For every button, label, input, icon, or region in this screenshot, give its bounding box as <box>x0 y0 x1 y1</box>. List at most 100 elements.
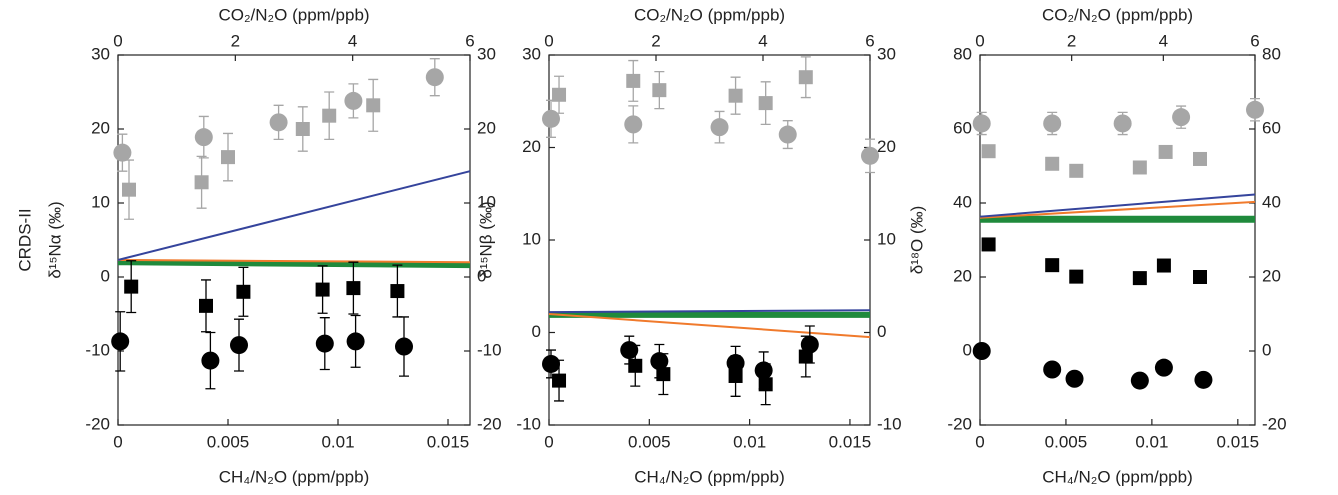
circle-point <box>778 125 797 144</box>
square-point <box>390 284 405 299</box>
y2-tick-label: 60 <box>1262 118 1281 137</box>
y-tick-label: 40 <box>953 192 972 211</box>
circle-point <box>111 332 130 351</box>
square-point <box>758 377 773 392</box>
y-tick-label: 0 <box>532 322 541 341</box>
circle-point <box>1130 371 1149 390</box>
y2-tick-label: 0 <box>1262 340 1271 359</box>
x2-axis-label: CO₂/N₂O (ppm/ppb) <box>634 5 785 24</box>
circle-point <box>230 336 248 355</box>
x2-tick-label: 0 <box>544 31 553 50</box>
x-tick-label: 0.005 <box>1045 432 1088 451</box>
circle-point <box>861 146 879 165</box>
square-point <box>981 237 996 252</box>
x2-tick-label: 2 <box>1067 31 1076 50</box>
y-tick-label: -20 <box>85 414 110 433</box>
square-point <box>552 87 567 102</box>
circle-point <box>542 109 561 128</box>
y2-tick-label: -20 <box>477 414 502 433</box>
x2-tick-label: 6 <box>465 31 474 50</box>
trend-line <box>548 309 871 314</box>
circle-point <box>1194 370 1213 389</box>
square-point <box>656 367 671 382</box>
y-tick-label: 80 <box>953 44 972 63</box>
circle-point <box>201 351 220 370</box>
circle-point <box>542 354 561 373</box>
circle-point <box>754 361 773 380</box>
circle-point <box>194 128 213 147</box>
circle-point <box>1154 358 1173 377</box>
circle-point <box>972 114 991 133</box>
y-tick-label: 10 <box>522 229 541 248</box>
square-point <box>798 349 813 364</box>
square-point <box>1069 163 1084 178</box>
y-tick-label: 30 <box>522 44 541 63</box>
trend-line <box>979 193 1256 218</box>
y2-tick-label: -10 <box>477 340 502 359</box>
y-tick-label: -10 <box>516 414 541 433</box>
circle-point <box>1113 114 1132 133</box>
square-point <box>1132 271 1147 286</box>
square-point <box>315 282 330 297</box>
x2-tick-label: 6 <box>865 31 874 50</box>
x-tick-label: 0.005 <box>207 432 250 451</box>
y-tick-label: 30 <box>91 44 110 63</box>
y-tick-label: 0 <box>101 266 110 285</box>
y-tick-label: 0 <box>963 340 972 359</box>
x2-axis-label: CO₂/N₂O (ppm/ppb) <box>218 5 369 24</box>
square-point <box>221 150 235 165</box>
square-point <box>728 368 743 383</box>
x-tick-label: 0.015 <box>427 432 470 451</box>
circle-point <box>624 115 643 134</box>
x-tick-label: 0.015 <box>1217 432 1260 451</box>
circle-point <box>1043 114 1062 133</box>
y-tick-label: -20 <box>947 414 972 433</box>
circle-point <box>315 334 334 353</box>
plot-frame <box>979 54 1256 426</box>
x-tick-label: 0.015 <box>829 432 872 451</box>
circle-point <box>1246 100 1264 119</box>
square-point <box>552 373 567 388</box>
x-axis-label: CH₄/N₂O (ppm/ppb) <box>219 467 370 486</box>
circle-point <box>1172 108 1191 127</box>
square-point <box>124 279 139 294</box>
square-point <box>346 281 361 296</box>
square-point <box>1158 144 1173 159</box>
x-axis-label: CH₄/N₂O (ppm/ppb) <box>634 467 785 486</box>
y2-tick-label: 30 <box>877 44 896 63</box>
x2-tick-label: 2 <box>651 31 660 50</box>
y2-tick-label: 10 <box>477 192 496 211</box>
circle-point <box>1065 369 1084 388</box>
y2-tick-label: 20 <box>477 118 496 137</box>
y-tick-label: 20 <box>522 137 541 156</box>
y-tick-label: -10 <box>85 340 110 359</box>
circle-point <box>710 118 729 137</box>
y-axis-label: δ¹⁵Nβ (‰) <box>476 201 495 278</box>
y2-tick-label: 0 <box>877 322 886 341</box>
plot-frame <box>117 54 471 426</box>
trend-line <box>979 200 1256 219</box>
y-axis-label: δ¹⁵Nα (‰) <box>45 201 64 278</box>
x-tick-label: 0.01 <box>1135 432 1168 451</box>
x2-tick-label: 0 <box>113 31 122 50</box>
y-tick-label: 20 <box>91 118 110 137</box>
circle-point <box>344 91 363 110</box>
trend-line <box>548 313 871 339</box>
x-tick-label: 0 <box>975 432 984 451</box>
circle-point <box>269 113 288 132</box>
x-tick-label: 0.01 <box>321 432 354 451</box>
x-tick-label: 0.005 <box>628 432 671 451</box>
x-tick-label: 0.01 <box>733 432 766 451</box>
x-tick-label: 0 <box>113 432 122 451</box>
square-point <box>728 88 743 103</box>
trend-line <box>117 170 471 261</box>
square-point <box>199 298 213 313</box>
square-point <box>1193 270 1207 284</box>
circle-point <box>346 332 365 351</box>
square-point <box>236 284 251 299</box>
x2-tick-label: 4 <box>758 31 767 50</box>
x-tick-label: 0 <box>544 432 553 451</box>
y2-tick-label: 20 <box>1262 266 1281 285</box>
x2-tick-label: 4 <box>348 31 357 50</box>
